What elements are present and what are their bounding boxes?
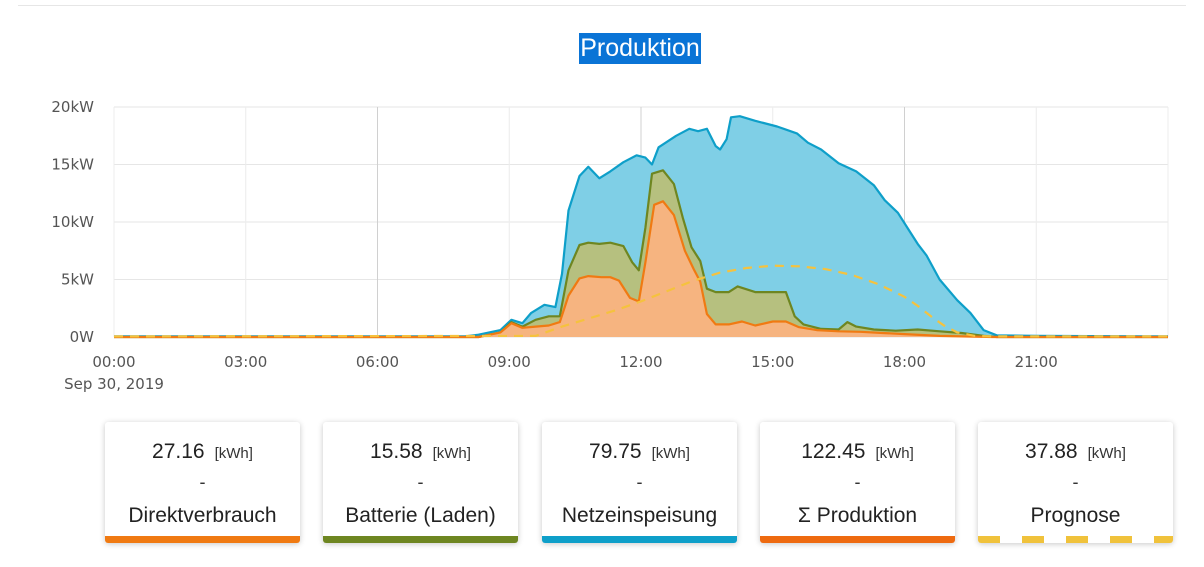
card-label: Netzeinspeisung <box>561 504 718 527</box>
card-dash: - <box>1072 472 1079 492</box>
card-dash: - <box>417 472 424 492</box>
card-netzeinspeisung[interactable]: 79.75 [kWh] - Netzeinspeisung <box>542 422 737 543</box>
card-dash: - <box>854 472 861 492</box>
x-axis-date-label: Sep 30, 2019 <box>64 375 164 393</box>
series-line-batterie <box>114 169 1168 339</box>
card-unit: [kWh] <box>432 445 471 462</box>
x-tick-label: 00:00 <box>92 353 135 371</box>
series-line-prognose <box>113 264 1168 338</box>
x-tick-label: 06:00 <box>356 353 399 371</box>
card-color-bar <box>542 536 737 543</box>
x-axis-labels: 00:00 03:00 06:00 09:00 12:00 15:00 18:00 21:00 <box>92 353 1057 371</box>
x-tick-label: 18:00 <box>883 353 926 371</box>
card-unit: [kWh] <box>214 445 253 462</box>
y-tick-label: 0W <box>70 328 95 346</box>
card-color-bar <box>105 536 300 543</box>
card-direktverbrauch[interactable]: 27.16 [kWh] - Direktverbrauch <box>105 422 300 543</box>
x-tick-label: 21:00 <box>1015 353 1058 371</box>
y-tick-label: 10kW <box>51 213 94 231</box>
card-value: 15.58 <box>370 440 423 463</box>
card-unit: [kWh] <box>651 445 690 462</box>
card-summe-produktion[interactable]: 122.45 [kWh] - Σ Produktion <box>760 422 955 543</box>
card-batterie-laden[interactable]: 15.58 [kWh] - Batterie (Laden) <box>323 422 518 543</box>
card-unit: [kWh] <box>875 445 914 462</box>
y-tick-label: 15kW <box>51 156 94 174</box>
series-line-netz <box>114 115 1169 338</box>
card-color-bar <box>323 536 518 543</box>
card-value: 27.16 <box>152 440 205 463</box>
chart-series <box>113 115 1169 339</box>
chart-title: Produktion <box>579 33 701 64</box>
x-tick-label: 15:00 <box>751 353 794 371</box>
card-dash: - <box>636 472 643 492</box>
card-color-bar <box>978 536 1173 543</box>
series-line-direkt <box>114 200 1168 339</box>
series-area-netz <box>114 116 1168 337</box>
series-area-direkt <box>114 201 1168 337</box>
card-color-bar <box>760 536 955 543</box>
card-label: Prognose <box>1030 504 1121 527</box>
x-tick-label: 03:00 <box>224 353 267 371</box>
card-value: 122.45 <box>801 440 866 463</box>
production-chart: 00:00 03:00 06:00 09:00 12:00 15:00 18:00 21:00… <box>51 98 1169 393</box>
y-tick-label: 5kW <box>61 271 94 289</box>
card-prognose[interactable]: 37.88 [kWh] - Prognose <box>978 422 1173 543</box>
chart-title-wrap: Produktion <box>0 33 1204 64</box>
x-tick-label: 09:00 <box>488 353 531 371</box>
top-divider <box>18 5 1186 6</box>
y-axis-labels: 0W 5kW 10kW 15kW 20kW <box>51 98 94 346</box>
card-value: 37.88 <box>1025 440 1078 463</box>
y-tick-label: 20kW <box>51 98 94 116</box>
card-unit: [kWh] <box>1087 445 1126 462</box>
card-dash: - <box>199 472 206 492</box>
card-label: Batterie (Laden) <box>345 504 496 527</box>
card-label: Σ Produktion <box>797 504 918 527</box>
x-tick-label: 12:00 <box>619 353 662 371</box>
card-label: Direktverbrauch <box>128 504 277 527</box>
card-value: 79.75 <box>589 440 642 463</box>
